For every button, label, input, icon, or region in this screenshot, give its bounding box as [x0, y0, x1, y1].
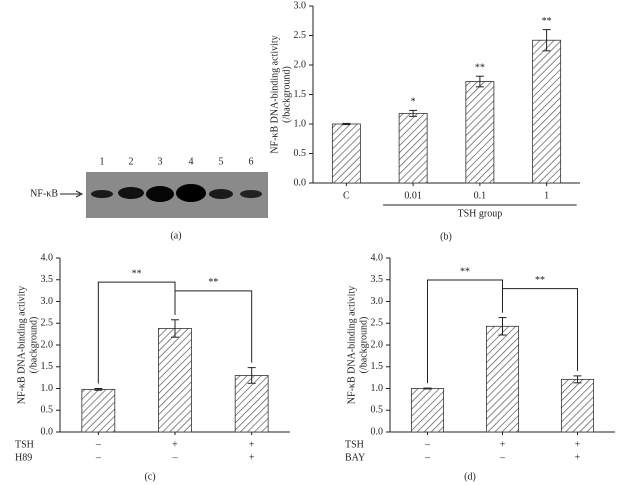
significance: **	[542, 16, 552, 27]
gel-marker: NF-κB	[30, 188, 58, 199]
y-tick-label: 0.5	[294, 148, 307, 159]
y-tick-label: 4.0	[371, 252, 384, 263]
caption: (c)	[144, 471, 155, 482]
condition-name: TSH	[345, 439, 364, 450]
y-axis-label: (/background)	[358, 317, 369, 374]
significance: *	[411, 97, 416, 108]
x-tick-label: 1	[544, 190, 549, 201]
condition-value: +	[249, 439, 255, 450]
y-tick-label: 2.0	[41, 339, 54, 350]
significance: **	[208, 277, 218, 288]
gel-band	[209, 189, 233, 199]
bar-chart: 0.0 0.5 1.0 1.5 2.0 2.5 3.0 3.5 4.0 NF-κB DNA-bin…	[15, 252, 290, 482]
y-axis-label: NF-κB DNA-binding activity	[269, 35, 280, 153]
gel-band	[146, 186, 174, 202]
condition-name: TSH	[15, 439, 34, 450]
bar	[81, 388, 116, 433]
y-tick-label: 2.0	[371, 339, 384, 350]
y-tick-label: 4.0	[41, 252, 54, 263]
caption: (a)	[170, 230, 181, 241]
y-tick-label: 1.5	[371, 361, 384, 372]
condition-name: H89	[15, 452, 32, 463]
condition-name: BAY	[345, 452, 365, 463]
bar	[410, 388, 445, 433]
condition-value: –	[172, 452, 179, 463]
y-tick-label: 2.5	[294, 30, 307, 41]
significance: **	[132, 268, 142, 279]
gel-panel: NF-κB (a)	[30, 172, 268, 241]
caption: (b)	[440, 231, 452, 242]
bar-chart: 0.0 0.5 1.0 1.5 2.0 2.5 3.0 3.5 4.0 NF-κB DNA-bin…	[345, 252, 615, 482]
y-axis-label: NF-κB DNA-binding activity	[16, 286, 27, 404]
gel-arrowhead	[75, 190, 84, 198]
y-tick-label: 3.0	[41, 296, 54, 307]
y-axis-label: (/background)	[28, 317, 39, 374]
condition-value: +	[500, 439, 506, 450]
y-tick-label: 2.5	[41, 318, 54, 329]
bar	[158, 328, 192, 433]
y-tick-label: 0.0	[294, 177, 307, 188]
group-label: TSH group	[458, 208, 503, 219]
y-tick-label: 1.5	[294, 89, 307, 100]
condition-value: +	[575, 439, 581, 450]
significance: **	[535, 275, 545, 286]
bar	[485, 325, 520, 433]
y-tick-label: 1.5	[41, 361, 54, 372]
y-tick-label: 2.0	[294, 59, 307, 70]
x-tick-label: 0.1	[474, 190, 487, 201]
y-tick-label: 3.0	[294, 0, 307, 11]
bar	[532, 39, 562, 184]
y-tick-label: 3.5	[41, 274, 54, 285]
condition-value: +	[249, 452, 255, 463]
condition-value: –	[424, 439, 431, 450]
condition-value: –	[95, 439, 102, 450]
condition-value: +	[172, 439, 178, 450]
y-tick-label: 1.0	[371, 383, 384, 394]
condition-value: –	[95, 452, 102, 463]
lane-label: 4	[189, 156, 194, 167]
bar	[331, 123, 361, 184]
condition-value: –	[424, 452, 431, 463]
y-tick-label: 0.0	[41, 426, 54, 437]
bar	[234, 375, 269, 433]
y-axis-label: (/background)	[281, 66, 292, 123]
y-tick-label: 3.0	[371, 296, 384, 307]
condition-value: +	[575, 452, 581, 463]
y-tick-label: 3.5	[371, 274, 384, 285]
y-axis-label: NF-κB DNA-binding activity	[346, 286, 357, 404]
significance-bracket	[174, 290, 253, 363]
bar-chart: 0.0 0.5 1.0 1.5 2.0 2.5 3.0 NF-κB DNA-binding a…	[269, 0, 580, 242]
gel-band	[118, 187, 144, 199]
y-tick-label: 0.0	[371, 426, 384, 437]
lane-label: 3	[158, 156, 163, 167]
significance: **	[460, 266, 470, 277]
x-tick-label: 0.01	[404, 190, 422, 201]
lane-label: 1	[100, 156, 105, 167]
y-tick-label: 2.5	[371, 318, 384, 329]
y-tick-label: 1.0	[41, 383, 54, 394]
y-tick-label: 1.0	[294, 118, 307, 129]
lane-label: 2	[129, 156, 134, 167]
bar	[398, 112, 428, 184]
y-tick-label: 0.5	[41, 405, 54, 416]
gel-band	[176, 184, 206, 202]
bar	[465, 81, 495, 184]
gel-band	[240, 190, 262, 198]
caption: (d)	[464, 471, 476, 482]
x-tick-label: C	[343, 190, 350, 201]
lane-label: 5	[219, 156, 224, 167]
gel-band	[91, 190, 113, 198]
significance-bracket	[502, 288, 578, 371]
y-tick-label: 0.5	[371, 405, 384, 416]
lane-label: 6	[249, 156, 254, 167]
significance: **	[475, 63, 485, 74]
bar	[560, 378, 595, 433]
condition-value: –	[499, 452, 506, 463]
